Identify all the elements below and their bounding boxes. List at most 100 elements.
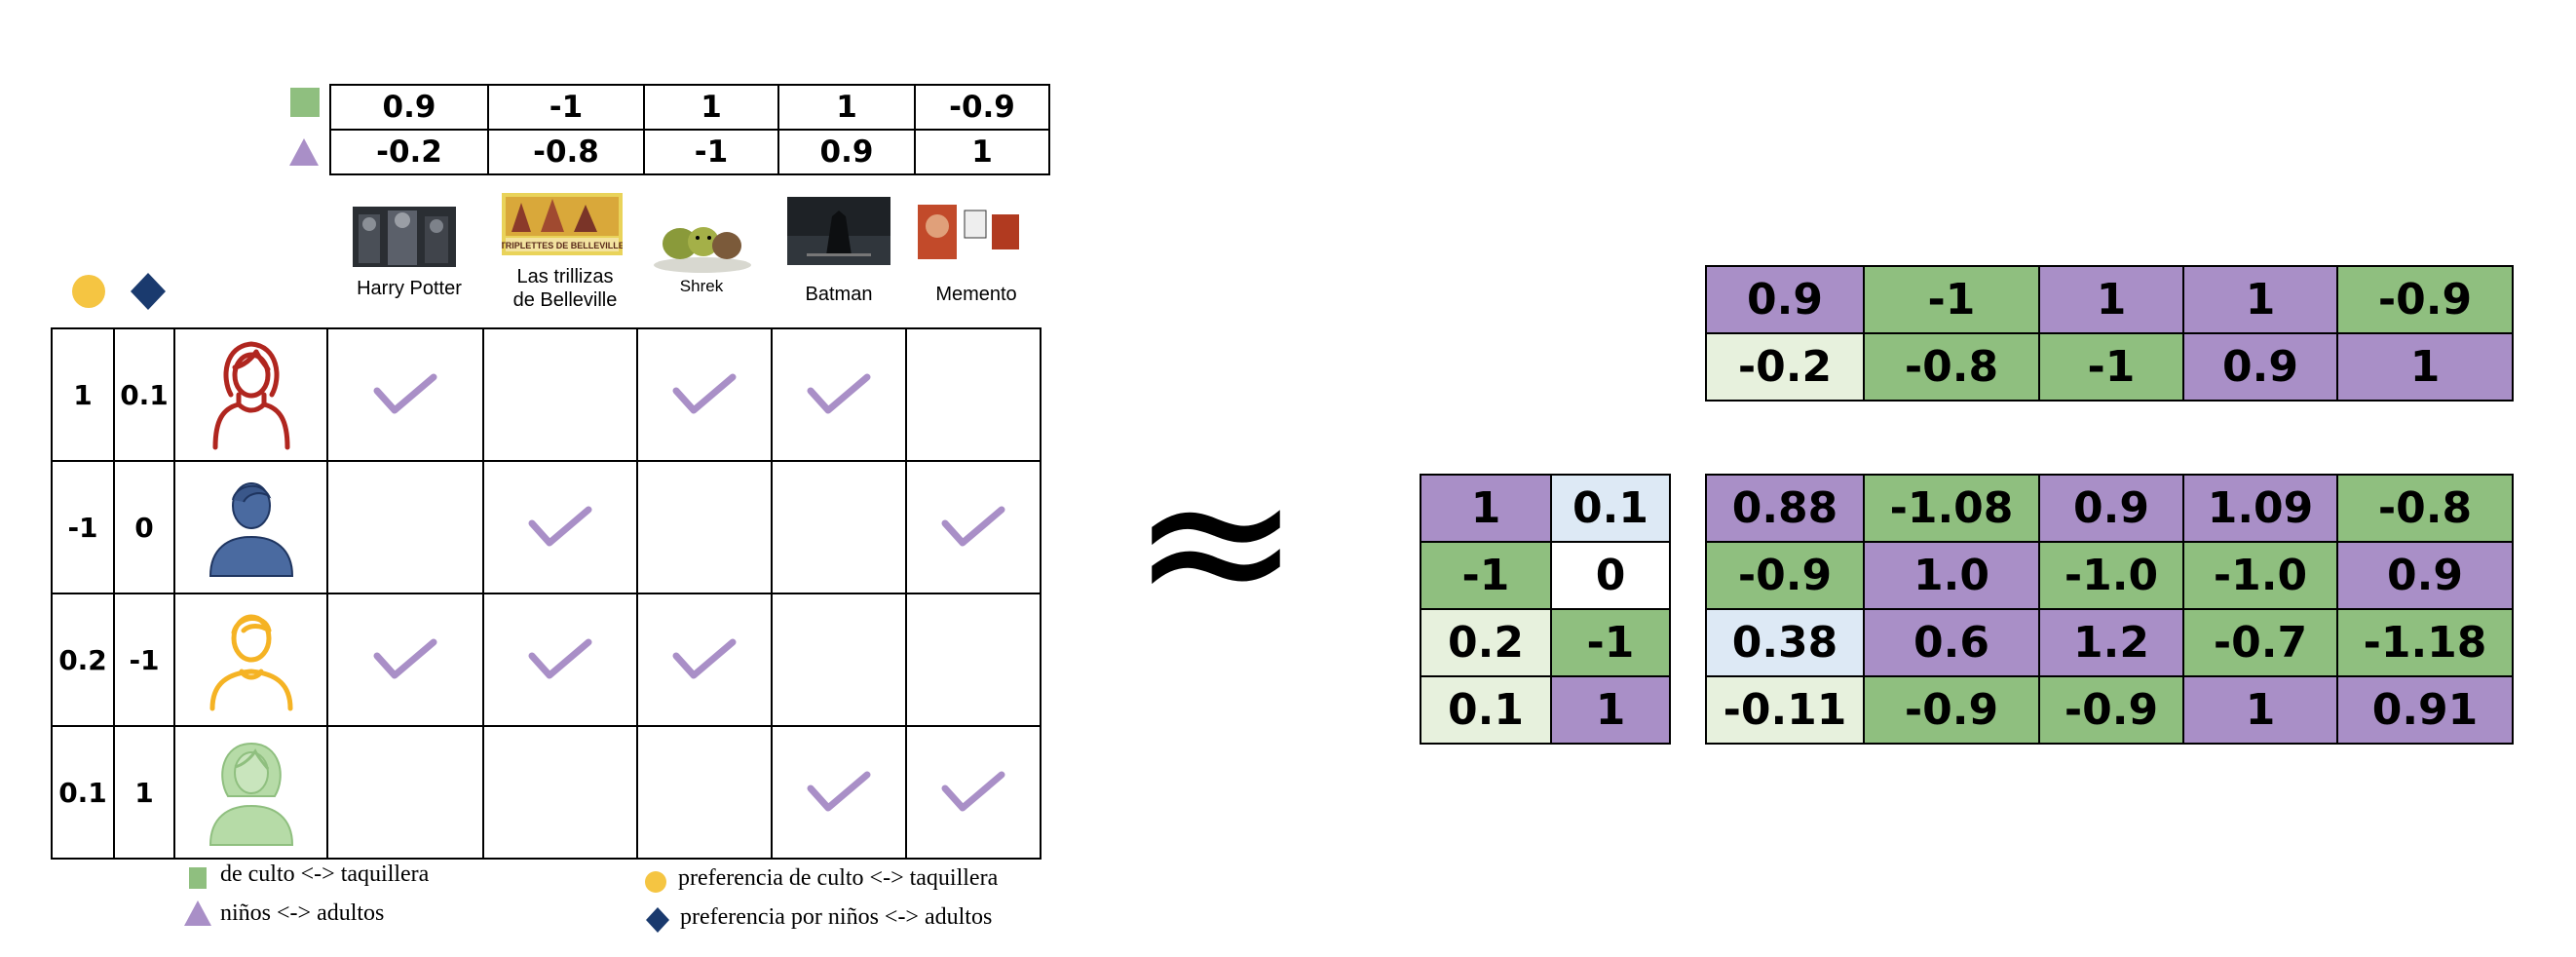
matrix-cell: 1 bbox=[2182, 265, 2338, 334]
rating-cell bbox=[636, 327, 773, 462]
factor-cell: 1 bbox=[777, 84, 916, 131]
purple-triangle-icon bbox=[184, 900, 211, 926]
check-icon bbox=[941, 771, 1005, 812]
factor-cell: 1 bbox=[914, 129, 1050, 175]
matrix-cell: -1 bbox=[1420, 541, 1552, 610]
table-row: -0.2 -0.8 -1 0.9 1 bbox=[1705, 332, 2514, 402]
user-adultos-cell: -1 bbox=[113, 593, 175, 727]
result-matrix: 0.88 -1.08 0.9 1.09 -0.8 -0.9 1.0 -1.0 -… bbox=[1705, 474, 2514, 745]
matrix-cell: -1 bbox=[2038, 332, 2184, 402]
movie-label-belleville: Las trillizas de Belleville bbox=[487, 265, 643, 312]
rating-cell bbox=[326, 460, 484, 594]
user-culto-cell: 1 bbox=[51, 327, 115, 462]
matrix-cell: -0.7 bbox=[2182, 608, 2338, 677]
user-avatar-cell bbox=[173, 593, 328, 727]
rating-cell bbox=[905, 460, 1042, 594]
matrix-cell: 1.09 bbox=[2182, 474, 2338, 543]
matrix-cell: 0.1 bbox=[1550, 474, 1671, 543]
rating-cell bbox=[482, 593, 638, 727]
matrix-cell: 1.2 bbox=[2038, 608, 2184, 677]
table-row: 0.1 1 bbox=[51, 725, 1042, 860]
rating-cell bbox=[482, 327, 638, 462]
movie-factor-matrix: 0.9 -1 1 1 -0.9 -0.2 -0.8 -1 0.9 1 bbox=[1705, 265, 2514, 402]
matrix-cell: 0.91 bbox=[2336, 675, 2514, 745]
rating-grid: 1 0.1 -1 0 bbox=[51, 327, 1042, 860]
green-square-icon bbox=[189, 867, 207, 889]
factor-cell: 0.9 bbox=[329, 84, 489, 131]
rating-cell bbox=[326, 327, 484, 462]
check-icon bbox=[941, 506, 1005, 547]
factor-cell: 1 bbox=[643, 84, 779, 131]
user-adultos-cell: 0.1 bbox=[113, 327, 175, 462]
shrek-poster bbox=[654, 227, 751, 273]
factor-cell: -0.9 bbox=[914, 84, 1050, 131]
matrix-cell: -0.11 bbox=[1705, 675, 1865, 745]
rating-cell bbox=[326, 725, 484, 860]
rating-cell bbox=[482, 460, 638, 594]
rating-cell bbox=[771, 725, 907, 860]
matrix-cell: 1.0 bbox=[1863, 541, 2040, 610]
yellow-circle-icon bbox=[645, 871, 666, 893]
check-icon bbox=[807, 373, 871, 414]
rating-cell bbox=[326, 593, 484, 727]
yellow-circle-icon bbox=[72, 275, 105, 308]
check-icon bbox=[672, 638, 737, 679]
user-culto-cell: 0.2 bbox=[51, 593, 115, 727]
rating-cell bbox=[771, 460, 907, 594]
matrix-cell: -0.8 bbox=[1863, 332, 2040, 402]
matrix-cell: -0.9 bbox=[2336, 265, 2514, 334]
batman-poster bbox=[787, 197, 890, 265]
purple-triangle-icon bbox=[289, 138, 319, 166]
matrix-cell: 0.9 bbox=[2038, 474, 2184, 543]
woman-icon bbox=[212, 341, 289, 450]
factor-cell: 0.9 bbox=[777, 129, 916, 175]
check-icon bbox=[528, 506, 592, 547]
green-square-icon bbox=[290, 88, 320, 117]
matrix-cell: 0.88 bbox=[1705, 474, 1865, 543]
table-row: 0.38 0.6 1.2 -0.7 -1.18 bbox=[1705, 608, 2514, 677]
memento-poster bbox=[916, 201, 1023, 263]
rating-cell bbox=[771, 327, 907, 462]
user-avatar-cell bbox=[173, 460, 328, 594]
user-avatar-cell bbox=[173, 327, 328, 462]
table-row: -0.9 1.0 -1.0 -1.0 0.9 bbox=[1705, 541, 2514, 610]
table-row: -1 0 bbox=[51, 460, 1042, 594]
rating-cell bbox=[482, 725, 638, 860]
legend-movie-triangle: niños <-> adultos bbox=[220, 900, 385, 926]
harry-potter-poster bbox=[353, 207, 456, 267]
belleville-poster: TRIPLETTES DE BELLEVILLE bbox=[502, 193, 623, 255]
poster-caption: TRIPLETTES DE BELLEVILLE bbox=[502, 241, 623, 250]
check-icon bbox=[672, 373, 737, 414]
table-row: -0.2 -0.8 -1 0.9 1 bbox=[329, 129, 1050, 175]
matrix-cell: 0 bbox=[1550, 541, 1671, 610]
user-avatar-cell bbox=[173, 725, 328, 860]
matrix-cell: 1 bbox=[1420, 474, 1552, 543]
factor-cell: -0.2 bbox=[329, 129, 489, 175]
man-icon bbox=[208, 482, 293, 577]
matrix-cell: -1 bbox=[1550, 608, 1671, 677]
movie-label-harry-potter: Harry Potter bbox=[357, 278, 462, 299]
matrix-cell: -0.9 bbox=[1705, 541, 1865, 610]
matrix-cell: -1.0 bbox=[2182, 541, 2338, 610]
rating-cell bbox=[905, 327, 1042, 462]
matrix-cell: -0.9 bbox=[1863, 675, 2040, 745]
matrix-cell: 0.38 bbox=[1705, 608, 1865, 677]
table-row: 0.9 -1 1 1 -0.9 bbox=[329, 84, 1050, 131]
table-row: 0.2 -1 bbox=[51, 593, 1042, 727]
factor-cell: -1 bbox=[643, 129, 779, 175]
legend-movie-square: de culto <-> taquillera bbox=[220, 861, 430, 887]
matrix-cell: -0.9 bbox=[2038, 675, 2184, 745]
user-factor-matrix: 1 0.1 -1 0 0.2 -1 0.1 1 bbox=[1420, 474, 1671, 745]
navy-diamond-icon bbox=[646, 907, 669, 933]
matrix-cell: 1 bbox=[2038, 265, 2184, 334]
matrix-cell: -1 bbox=[1863, 265, 2040, 334]
matrix-cell: 1 bbox=[1550, 675, 1671, 745]
matrix-cell: 0.9 bbox=[2336, 541, 2514, 610]
legend-user-circle: preferencia de culto <-> taquillera bbox=[678, 865, 999, 891]
check-icon bbox=[807, 771, 871, 812]
matrix-cell: 1 bbox=[2336, 332, 2514, 402]
movie-label-memento: Memento bbox=[935, 284, 1017, 305]
table-row: 0.2 -1 bbox=[1420, 608, 1671, 677]
matrix-cell: -1.0 bbox=[2038, 541, 2184, 610]
movie-label-line: de Belleville bbox=[512, 289, 618, 311]
